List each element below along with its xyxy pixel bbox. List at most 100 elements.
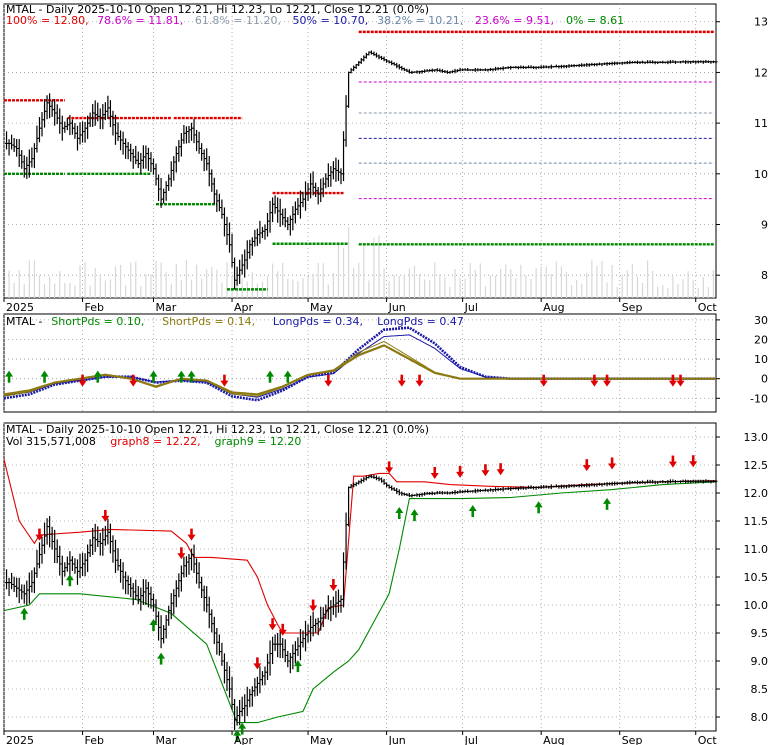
panel-frame-1 <box>3 3 717 299</box>
legend-item: ShortPds = 0.14, <box>162 315 255 328</box>
volume-bar <box>195 264 198 298</box>
volume-bar <box>712 270 715 298</box>
y-tick-label: 10.0 <box>744 599 769 612</box>
volume-bar <box>125 285 127 298</box>
sell-arrow <box>35 528 44 541</box>
panel1-bar <box>714 60 718 64</box>
arrow-shaft <box>671 374 675 382</box>
volume-bar <box>109 279 112 298</box>
sell-arrow <box>456 465 465 478</box>
arrow-shaft <box>458 465 462 473</box>
arrow-shaft <box>605 502 609 510</box>
volume-bar <box>403 274 405 298</box>
volume-bar <box>180 280 182 298</box>
volume-bar <box>358 262 360 298</box>
arrow-head <box>468 505 477 512</box>
x-tick-label: Apr <box>234 734 254 745</box>
volume-bar <box>145 273 147 298</box>
y-tick-label: 9.0 <box>751 655 769 668</box>
buy-arrow <box>20 607 29 620</box>
volume-bar <box>201 278 203 298</box>
volume-bar <box>312 273 314 298</box>
arrow-shaft <box>397 512 401 519</box>
sell-arrow <box>78 374 87 387</box>
volume-bar <box>606 282 608 298</box>
x-tick-label: Feb <box>85 301 104 314</box>
sell-arrow <box>324 374 333 387</box>
arrow-head <box>40 370 49 377</box>
volume-bar <box>479 263 481 298</box>
arrow-head <box>309 605 318 612</box>
legend-item: graph9 = 12.20 <box>215 435 302 448</box>
arrow-head <box>329 585 338 591</box>
legend-item: Vol 315,571,008 <box>6 435 96 448</box>
volume-bar <box>170 283 172 298</box>
sell-arrow <box>668 455 677 468</box>
volume-bar <box>388 281 390 298</box>
oscillator-line <box>3 344 716 396</box>
volume-bar <box>444 277 446 298</box>
volume-bar <box>322 263 324 298</box>
arrow-shaft <box>38 528 41 536</box>
y-tick-label: 11.5 <box>744 515 769 528</box>
volume-bar <box>687 271 689 298</box>
buy-arrow <box>149 370 158 383</box>
volume-bar <box>307 277 309 298</box>
volume-bar <box>611 264 613 298</box>
legend-item: 0% = 8.61 <box>566 14 624 27</box>
volume-bar <box>342 247 345 298</box>
arrow-head <box>603 380 612 387</box>
volume-bar <box>28 260 30 298</box>
volume-bar <box>54 283 56 298</box>
sell-arrow <box>397 374 406 387</box>
arrow-head <box>481 470 490 477</box>
volume-bar <box>540 266 542 298</box>
volume-bar <box>662 285 664 298</box>
y-tick-label: -10 <box>750 392 768 405</box>
arrow-head <box>149 370 158 377</box>
arrow-shaft <box>387 461 391 469</box>
volume-bar <box>49 276 51 298</box>
arrow-shaft <box>471 510 475 518</box>
volume-bar <box>140 285 142 298</box>
arrow-head <box>149 619 158 625</box>
volume-bar <box>515 278 517 298</box>
arrow-shaft <box>81 374 84 382</box>
legend-item: 100% = 12.80, <box>6 14 89 27</box>
sell-arrow <box>253 657 262 670</box>
volume-bar <box>287 278 289 298</box>
x-tick-label: Oct <box>698 301 718 314</box>
volume-bar <box>332 273 334 298</box>
buy-arrow <box>534 501 543 514</box>
volume-bar <box>206 269 208 298</box>
volume-bar <box>560 266 563 298</box>
volume-bar <box>226 262 228 298</box>
volume-bar <box>190 279 193 298</box>
buy-arrow <box>5 370 14 383</box>
volume-bar <box>667 287 669 298</box>
volume-bar <box>626 270 628 298</box>
sell-arrow <box>430 467 439 479</box>
arrow-shaft <box>296 665 300 673</box>
sell-arrow <box>177 547 186 560</box>
arrow-head <box>456 471 465 478</box>
arrow-shaft <box>679 374 682 382</box>
x-tick-label: Jun <box>388 301 406 314</box>
arrow-shaft <box>180 375 183 383</box>
volume-bar <box>555 261 557 298</box>
arrow-shaft <box>256 657 259 665</box>
volume-bar <box>682 279 684 298</box>
arrow-head <box>397 380 406 387</box>
volume-bar <box>510 269 512 298</box>
volume-bar <box>434 262 436 298</box>
sell-arrow <box>309 599 318 612</box>
volume-bar <box>353 267 355 298</box>
volume-bar <box>616 286 618 298</box>
arrow-head <box>187 370 196 377</box>
arrow-head <box>187 534 196 541</box>
volume-bar <box>621 274 623 298</box>
arrow-head <box>177 370 186 377</box>
volume-bar <box>550 273 552 298</box>
volume-bar <box>697 287 699 298</box>
volume-bar <box>84 262 86 298</box>
